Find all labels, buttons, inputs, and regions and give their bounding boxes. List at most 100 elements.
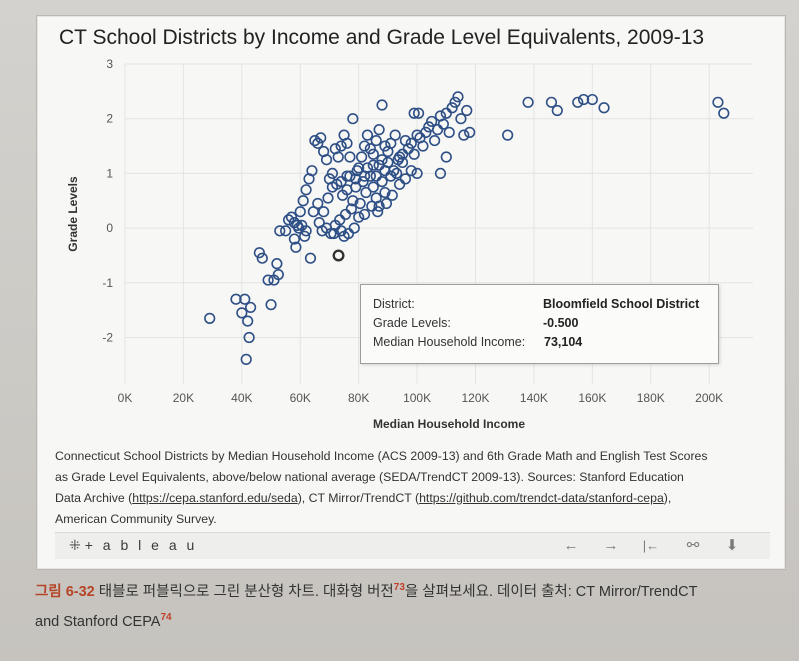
data-point	[357, 176, 369, 188]
caption-line-3: Data Archive (https://cepa.stanford.edu/…	[55, 488, 770, 509]
tooltip: District: Bloomfield School District Gra…	[360, 284, 719, 364]
x-tick-label: 20K	[173, 391, 194, 405]
data-point	[351, 165, 363, 177]
data-point	[328, 227, 340, 240]
download-icon[interactable]: ⬇	[725, 537, 739, 554]
x-tick-label: 140K	[520, 391, 548, 405]
trendct-link[interactable]: https://github.com/trendct-data/stanford…	[419, 491, 664, 505]
data-point	[285, 211, 298, 223]
data-point	[434, 167, 447, 180]
figure-caption-text-2: 을 살펴보세요. 데이터 출처: CT Mirror/TrendCT	[404, 583, 698, 600]
x-tick-label: 200K	[695, 391, 723, 405]
data-point	[718, 107, 730, 119]
data-point	[296, 219, 308, 231]
data-point	[586, 93, 598, 106]
tooltip-income-label: Median Household Income:	[373, 335, 526, 349]
caption-line-3-post: ),	[663, 491, 672, 505]
data-point	[440, 151, 452, 163]
data-point	[458, 129, 470, 141]
revert-icon[interactable]: |←	[642, 538, 660, 553]
data-point	[253, 247, 265, 259]
tooltip-district-value: Bloomfield School District	[543, 297, 700, 311]
data-point	[426, 115, 438, 128]
data-point	[417, 140, 429, 152]
data-point	[322, 192, 334, 204]
seda-link[interactable]: https://cepa.stanford.edu/seda	[132, 491, 298, 505]
data-point	[313, 217, 325, 229]
y-tick-label: 1	[106, 166, 113, 180]
y-tick-label: 3	[106, 57, 113, 71]
data-point	[379, 186, 391, 199]
data-point	[297, 195, 309, 207]
caption-line-1: Connecticut School Districts by Median H…	[55, 449, 708, 463]
data-point	[522, 96, 534, 108]
footnote-73: 73	[393, 582, 405, 593]
share-icon[interactable]: ⚯	[686, 537, 700, 554]
data-point	[332, 151, 344, 163]
data-point	[452, 91, 464, 103]
data-point	[405, 137, 417, 149]
data-point	[272, 268, 284, 281]
scatter-plot: 3 2 1 0 -1 -2 0K 20K 40K 60K 80K 100K 120K 140K 160K 18…	[66, 57, 753, 431]
data-point	[393, 178, 406, 190]
data-point	[306, 165, 318, 177]
data-point	[320, 154, 333, 166]
x-axis-label: Median Household Income	[373, 417, 525, 431]
data-point	[339, 208, 352, 221]
data-point	[366, 200, 378, 212]
data-point	[347, 113, 359, 125]
data-point	[405, 165, 417, 177]
data-point	[386, 189, 398, 201]
data-point	[380, 197, 393, 210]
data-point	[360, 186, 372, 199]
data-point	[449, 96, 461, 108]
data-point	[408, 148, 420, 160]
data-point	[461, 104, 473, 117]
figure-caption: 그림 6-32 태블로 퍼블릭으로 그린 분산형 차트. 대화형 버전73을 살…	[35, 575, 785, 635]
data-point	[551, 104, 563, 117]
data-point	[429, 134, 441, 147]
data-point	[274, 225, 286, 237]
tableau-logo-text: + a b l e a u	[84, 537, 198, 553]
redo-icon[interactable]: →	[603, 537, 619, 554]
figure-caption-text-1: 태블로 퍼블릭으로 그린 분산형 차트. 대화형 버전	[94, 583, 394, 600]
data-point	[598, 102, 610, 114]
data-point	[315, 132, 327, 144]
x-tick-label: 120K	[461, 391, 489, 405]
data-point	[236, 307, 248, 319]
data-point	[443, 126, 455, 138]
data-point	[455, 113, 467, 125]
caption-line-4: American Community Survey.	[55, 512, 217, 526]
data-point	[294, 206, 306, 218]
tooltip-grade-value: -0.500	[543, 316, 579, 330]
data-point	[464, 126, 476, 138]
data-point	[431, 124, 444, 136]
data-point	[358, 170, 371, 182]
data-point	[262, 274, 274, 286]
data-point	[396, 148, 409, 160]
tooltip-income-value: 73,104	[544, 335, 583, 349]
data-point	[282, 214, 295, 226]
chart-caption: Connecticut School Districts by Median H…	[55, 446, 770, 530]
data-point	[388, 165, 400, 177]
data-point	[379, 140, 391, 152]
undo-icon[interactable]: ←	[563, 537, 579, 554]
data-point	[446, 102, 458, 114]
data-point	[354, 197, 366, 210]
data-point	[312, 197, 324, 210]
tableau-toolbar: ⁜ + a b l e a u ← → |← ⚯ ⬇	[55, 532, 770, 559]
data-point	[367, 159, 379, 171]
data-point	[382, 145, 394, 158]
data-point	[240, 353, 252, 365]
data-point	[230, 293, 242, 305]
tableau-logo[interactable]: ⁜ + a b l e a u	[69, 537, 197, 554]
y-tick-label: 2	[106, 112, 113, 126]
data-point	[373, 200, 385, 212]
chart-title: CT School Districts by Income and Grade …	[59, 26, 705, 49]
data-point	[376, 99, 388, 111]
data-point	[347, 195, 359, 207]
caption-line-2: as Grade Level Equivalents, above/below …	[55, 470, 684, 484]
data-point	[408, 107, 420, 119]
data-point	[256, 252, 268, 264]
data-point	[204, 312, 216, 324]
